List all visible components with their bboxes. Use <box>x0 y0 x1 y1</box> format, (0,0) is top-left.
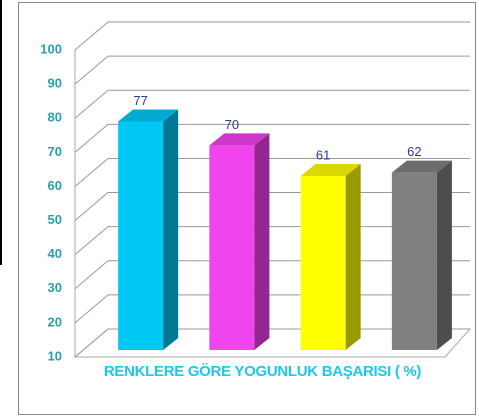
y-tick-label: 20 <box>48 314 62 329</box>
bar-top <box>391 160 452 173</box>
y-tick-label: 100 <box>40 41 62 56</box>
bar <box>391 172 437 350</box>
grid-line <box>74 21 470 51</box>
grid-line <box>74 157 470 187</box>
y-tick-label: 40 <box>48 246 62 261</box>
y-tick-label: 70 <box>48 144 62 159</box>
bar <box>209 145 255 350</box>
bar-top-shade <box>118 109 179 122</box>
bar-side <box>345 164 361 350</box>
bar-top <box>300 164 361 177</box>
bar-top <box>209 133 270 146</box>
bar-top-shade <box>209 133 270 146</box>
data-label: 62 <box>407 144 421 159</box>
bar <box>118 121 164 350</box>
bar-side <box>163 109 179 350</box>
grid-line <box>74 55 470 85</box>
bar-side-shade <box>345 164 361 350</box>
grid-line <box>74 123 470 153</box>
bar-side-shade <box>254 133 270 350</box>
y-tick-label: 60 <box>48 178 62 193</box>
data-label: 70 <box>225 117 239 132</box>
data-label: 77 <box>133 93 147 108</box>
bar-top-shade <box>391 160 452 173</box>
bar <box>300 176 346 350</box>
bar-top-shade <box>300 164 361 177</box>
bar-side <box>254 133 270 350</box>
y-tick-label: 80 <box>48 110 62 125</box>
y-tick-label: 10 <box>48 348 62 363</box>
bar-side <box>436 160 452 350</box>
grid-line <box>74 89 470 119</box>
data-label: 61 <box>316 147 330 162</box>
y-tick-label: 50 <box>48 212 62 227</box>
y-tick-label: 90 <box>48 76 62 91</box>
bar-side-shade <box>436 160 452 350</box>
bar-top <box>118 109 179 122</box>
bar-side-shade <box>163 109 179 350</box>
y-tick-label: 30 <box>48 280 62 295</box>
x-axis-title: RENKLERE GÖRE YOGUNLUK BAŞARISI ( %) <box>103 363 422 380</box>
